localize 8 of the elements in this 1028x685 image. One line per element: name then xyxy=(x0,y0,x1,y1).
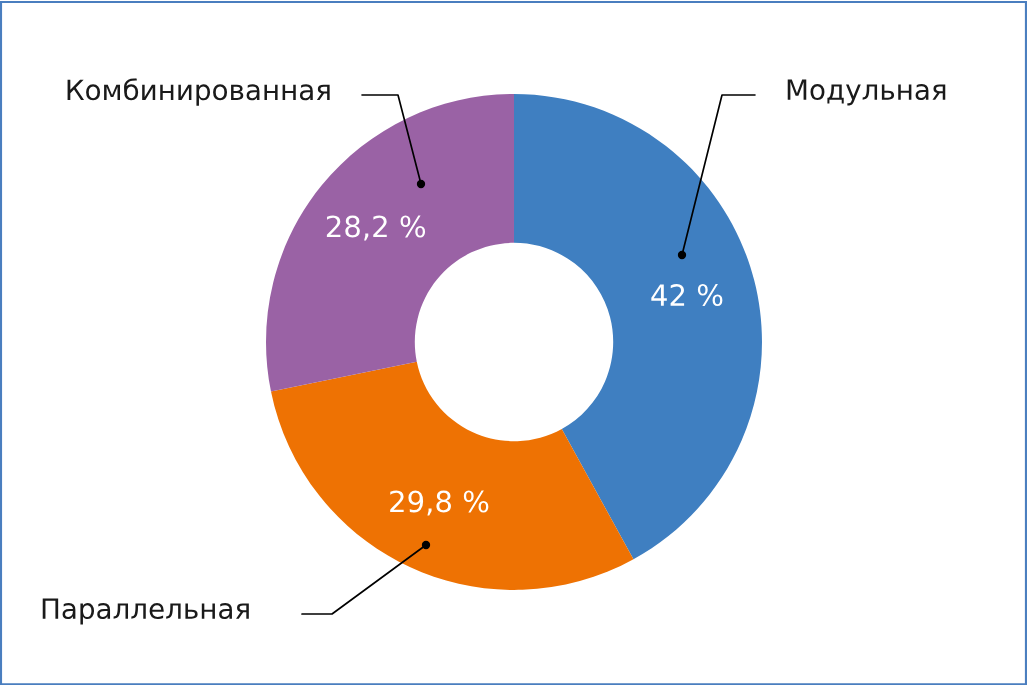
slice-label: Параллельная xyxy=(42,598,249,625)
data-label: 28,2 % xyxy=(326,215,426,241)
slice-label: Комбинированная xyxy=(67,78,330,106)
slice-label: Модульная xyxy=(787,79,946,106)
data-label: 29,8 % xyxy=(390,490,489,516)
data-label: 42 % xyxy=(651,283,723,307)
donut-slice xyxy=(514,94,762,560)
donut-slice xyxy=(271,361,634,590)
